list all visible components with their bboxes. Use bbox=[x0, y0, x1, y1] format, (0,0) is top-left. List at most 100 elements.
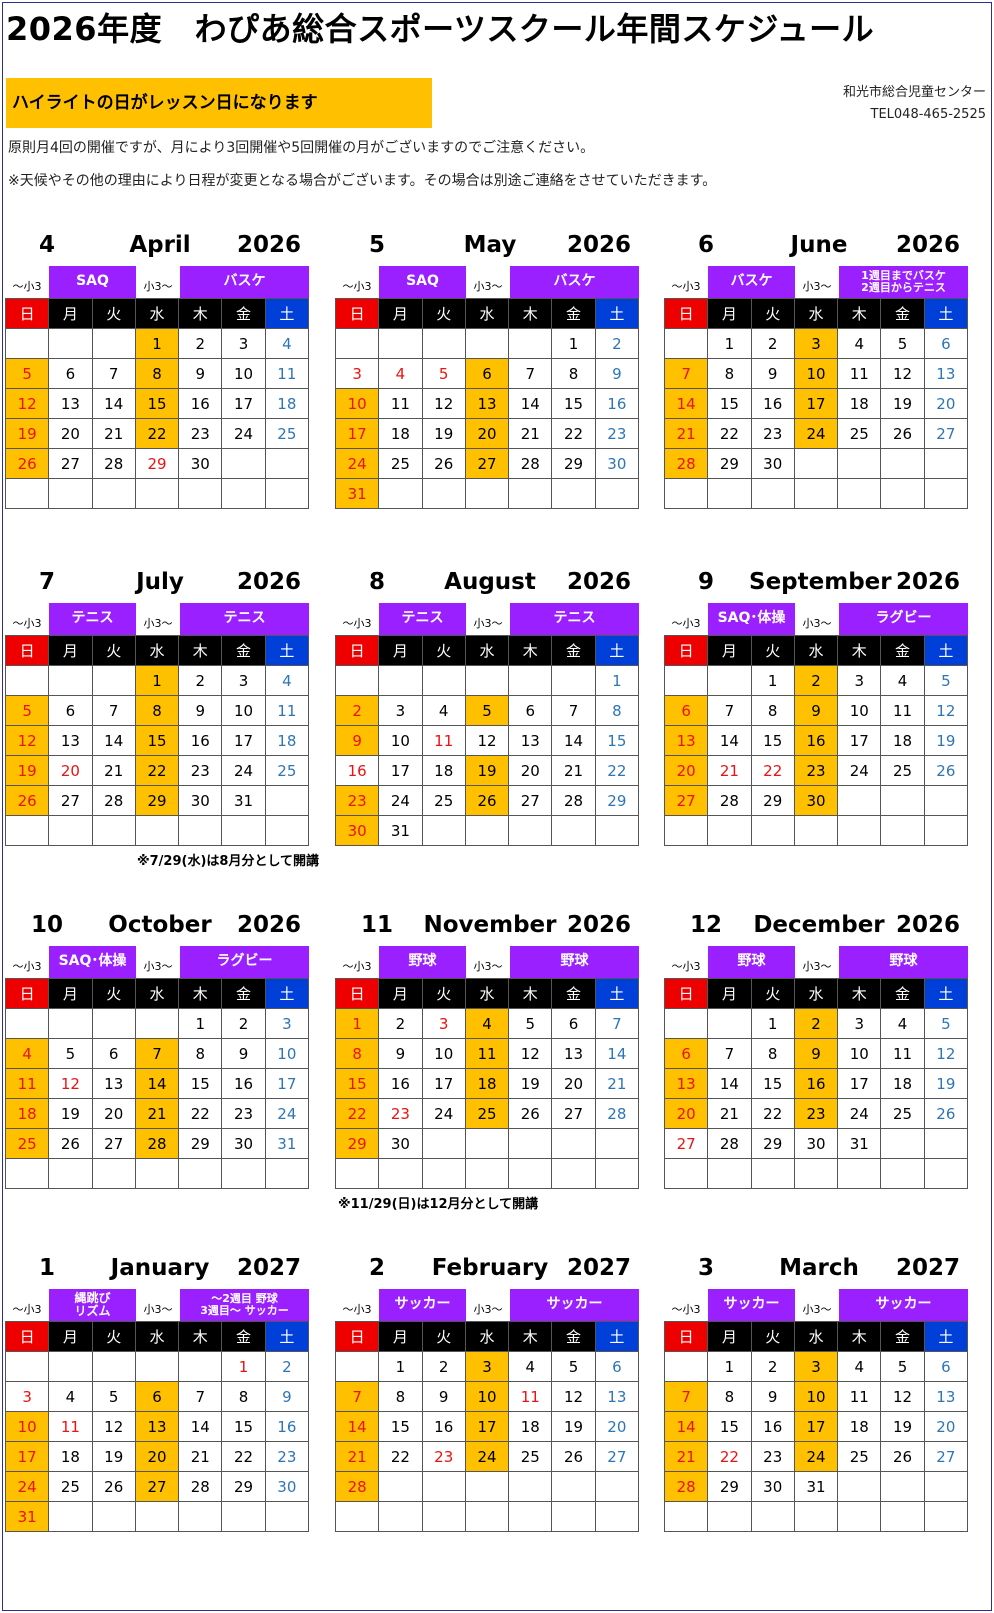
day-cell: 21 bbox=[552, 756, 596, 786]
org-tel: TEL048-465-2525 bbox=[870, 107, 987, 122]
day-cell: 19 bbox=[422, 419, 466, 449]
weekday-header: 月 bbox=[49, 636, 93, 666]
day-cell: 10 bbox=[838, 1039, 882, 1069]
day-cell: 16 bbox=[751, 1412, 795, 1442]
calendar-march: 3 March 2027 ～小3 サッカー 小3～ サッカー日月火水木金土 1 2 3 4 5 6 7 8 9… bbox=[664, 1249, 968, 1532]
day-cell: 14 bbox=[92, 389, 136, 419]
day-cell: 3 bbox=[222, 329, 266, 359]
empty-cell bbox=[336, 1352, 380, 1382]
day-cell: 7 bbox=[509, 359, 553, 389]
day-cell: 30 bbox=[379, 1129, 423, 1159]
program-row: ～小3 サッカー 小3～ サッカー bbox=[664, 1289, 968, 1321]
day-cell: 3 bbox=[838, 1009, 882, 1039]
weekday-header: 日 bbox=[665, 1322, 709, 1352]
empty-cell bbox=[665, 666, 709, 696]
day-cell: 12 bbox=[924, 1039, 968, 1069]
empty-cell bbox=[265, 1159, 309, 1189]
weekday-header: 金 bbox=[222, 299, 266, 329]
day-cell: 19 bbox=[6, 419, 50, 449]
day-cell: 17 bbox=[336, 419, 380, 449]
empty-cell bbox=[509, 1159, 553, 1189]
empty-cell bbox=[665, 1009, 709, 1039]
empty-cell bbox=[552, 816, 596, 846]
empty-cell bbox=[509, 1129, 553, 1159]
month-number: 4 bbox=[38, 232, 55, 258]
weekday-header: 日 bbox=[336, 1322, 380, 1352]
note-frequency: 原則月4回の開催ですが、月により3回開催や5回開催の月がございますのでご注意くだ… bbox=[8, 140, 595, 156]
program-junior: SAQ bbox=[379, 266, 466, 298]
day-cell: 28 bbox=[708, 1129, 752, 1159]
calendar-august: 8 August 2026 ～小3 テニス 小3～ テニス日月火水木金土 1 2 3 4 5 6 7 8 9 1… bbox=[335, 563, 639, 846]
empty-cell bbox=[708, 479, 752, 509]
day-cell: 21 bbox=[509, 419, 553, 449]
empty-cell bbox=[379, 1472, 423, 1502]
program-senior: 1週目までバスケ 2週目からテニス bbox=[839, 266, 968, 298]
month-year: 2027 bbox=[566, 1255, 631, 1281]
day-cell: 14 bbox=[336, 1412, 380, 1442]
day-cell: 21 bbox=[135, 1099, 180, 1129]
weekday-header: 月 bbox=[379, 979, 423, 1009]
weekday-header: 水 bbox=[135, 299, 180, 329]
day-cell: 28 bbox=[92, 449, 136, 479]
day-cell: 23 bbox=[179, 419, 223, 449]
day-cell: 18 bbox=[838, 1412, 882, 1442]
day-cell: 18 bbox=[422, 756, 466, 786]
month-number: 10 bbox=[30, 912, 63, 938]
day-cell: 23 bbox=[422, 1442, 466, 1472]
day-cell: 9 bbox=[222, 1039, 266, 1069]
day-cell: 9 bbox=[336, 726, 380, 756]
month-name: December bbox=[753, 912, 885, 938]
empty-cell bbox=[179, 1159, 223, 1189]
empty-cell bbox=[595, 1472, 639, 1502]
day-cell: 2 bbox=[336, 696, 380, 726]
day-cell: 15 bbox=[751, 726, 795, 756]
day-cell: 1 bbox=[552, 329, 596, 359]
day-cell: 28 bbox=[595, 1099, 639, 1129]
month-year: 2026 bbox=[236, 569, 301, 595]
day-cell: 12 bbox=[552, 1382, 596, 1412]
weekday-header: 月 bbox=[708, 636, 752, 666]
empty-cell bbox=[336, 1502, 380, 1532]
day-cell: 1 bbox=[708, 329, 752, 359]
day-cell: 30 bbox=[751, 449, 795, 479]
day-cell: 21 bbox=[665, 1442, 709, 1472]
weekday-header: 月 bbox=[49, 979, 93, 1009]
day-cell: 3 bbox=[379, 696, 423, 726]
weekday-header: 水 bbox=[135, 636, 180, 666]
empty-cell bbox=[422, 1129, 466, 1159]
day-cell: 12 bbox=[49, 1069, 93, 1099]
weekday-header: 日 bbox=[6, 979, 50, 1009]
weekday-header: 土 bbox=[265, 299, 309, 329]
empty-cell bbox=[595, 1502, 639, 1532]
day-cell: 29 bbox=[708, 449, 752, 479]
empty-cell bbox=[179, 1352, 223, 1382]
empty-cell bbox=[509, 479, 553, 509]
day-cell: 31 bbox=[6, 1502, 50, 1532]
day-grid: 日月火水木金土 1 2 3 4 5 6 7 8 9 10 11 12 13 14 15 16 17 18 19 20 21… bbox=[335, 298, 639, 509]
weekday-header: 水 bbox=[135, 979, 180, 1009]
month-name: March bbox=[779, 1255, 859, 1281]
weekday-header: 金 bbox=[222, 1322, 266, 1352]
weekday-header: 火 bbox=[422, 299, 466, 329]
empty-cell bbox=[379, 1159, 423, 1189]
program-row: ～小3 野球 小3～ 野球 bbox=[335, 946, 639, 978]
day-grid: 日月火水木金土 1 2 3 4 5 6 7 8 9 10 11 12 13 14 15 16 17 18 19 20 21… bbox=[335, 1321, 639, 1532]
day-cell: 17 bbox=[794, 389, 839, 419]
day-cell: 1 bbox=[222, 1352, 266, 1382]
day-cell: 10 bbox=[379, 726, 423, 756]
day-grid: 日月火水木金土 1 2 3 4 5 6 7 8 9 10 11 12 13 14 15 16 17 18 19 20 21… bbox=[5, 978, 309, 1189]
empty-cell bbox=[222, 479, 266, 509]
weekday-header: 日 bbox=[336, 636, 380, 666]
day-cell: 7 bbox=[135, 1039, 180, 1069]
weekday-header: 日 bbox=[6, 636, 50, 666]
day-cell: 2 bbox=[751, 1352, 795, 1382]
day-cell: 27 bbox=[924, 1442, 968, 1472]
program-row: ～小3 縄跳び リズム 小3～ ～2週目 野球 3週目～ サッカー bbox=[5, 1289, 309, 1321]
day-cell: 20 bbox=[92, 1099, 136, 1129]
calendar-june: 6 June 2026 ～小3 バスケ 小3～ 1週目までバスケ 2週目からテニス日月火水木… bbox=[664, 226, 968, 509]
month-number: 5 bbox=[368, 232, 385, 258]
empty-cell bbox=[135, 816, 180, 846]
empty-cell bbox=[465, 1502, 510, 1532]
day-cell: 13 bbox=[595, 1382, 639, 1412]
day-cell: 20 bbox=[465, 419, 510, 449]
